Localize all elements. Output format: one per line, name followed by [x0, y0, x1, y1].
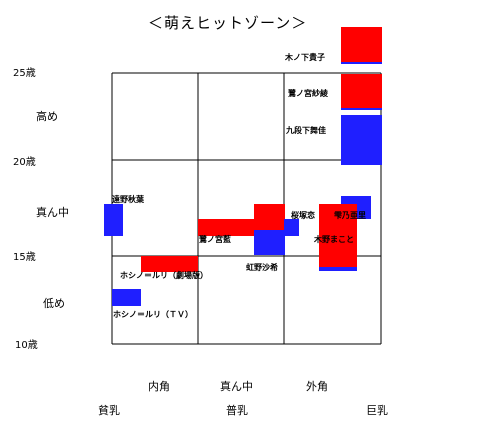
label-tohno-akiha: 遠野秋葉	[112, 195, 144, 204]
y-tick-15: 15歳	[13, 252, 36, 263]
label-kinoshita-takako: 木ノ下貴子	[285, 53, 325, 62]
x-label-small: 貧乳	[98, 404, 120, 417]
box-saginomiya-ai	[198, 219, 269, 236]
box-kinoshita-takako	[341, 27, 382, 63]
label-saginomiya-ai: 鷺ノ宮藍	[199, 235, 231, 244]
label-nijino-saki: 虹野沙希	[246, 263, 278, 272]
y-tick-20: 20歳	[13, 157, 36, 168]
box-nijino-saki-lower	[254, 230, 285, 255]
box-tohno-akiha	[104, 204, 123, 236]
y-tick-10: 10歳	[15, 340, 38, 351]
label-kino-makoto: 木野まこと	[314, 235, 354, 244]
label-hoshino-ruri-movie: ホシノ＝ルリ（劇場版）	[120, 271, 208, 280]
label-saginomiya-saaya: 鷺ノ宮紗綾	[288, 89, 328, 98]
label-sakurazuka-ren: 桜塚恋	[291, 211, 315, 220]
box-sakurazuka-ren	[284, 219, 299, 236]
x-label-middle: 真ん中	[220, 380, 253, 393]
x-label-outside: 外角	[306, 380, 328, 393]
box-saginomiya-saaya	[341, 74, 382, 109]
box-hoshino-ruri-movie	[141, 256, 198, 272]
label-shizukuno-ari: 雫乃亜里	[334, 211, 366, 220]
x-label-large: 巨乳	[366, 404, 388, 417]
box-hoshino-ruri-tv	[112, 289, 141, 306]
label-hoshino-ruri-tv: ホシノ＝ルリ（ＴＶ）	[113, 310, 193, 319]
box-nijino-saki-upper	[254, 204, 285, 230]
box-kino-makoto	[319, 204, 357, 267]
y-label-high: 高め	[36, 110, 58, 123]
y-label-middle: 真ん中	[36, 206, 69, 219]
x-label-normal: 普乳	[226, 404, 248, 417]
y-tick-25: 25歳	[13, 68, 36, 79]
data-boxes	[104, 27, 382, 306]
label-kudanshita-maika: 九段下舞佳	[286, 126, 326, 135]
box-kudanshita-maika	[341, 115, 382, 165]
x-label-inside: 内角	[148, 380, 170, 393]
y-label-low: 低め	[43, 297, 65, 310]
chart-title: ＜萌えヒットゾーン＞	[148, 14, 308, 32]
